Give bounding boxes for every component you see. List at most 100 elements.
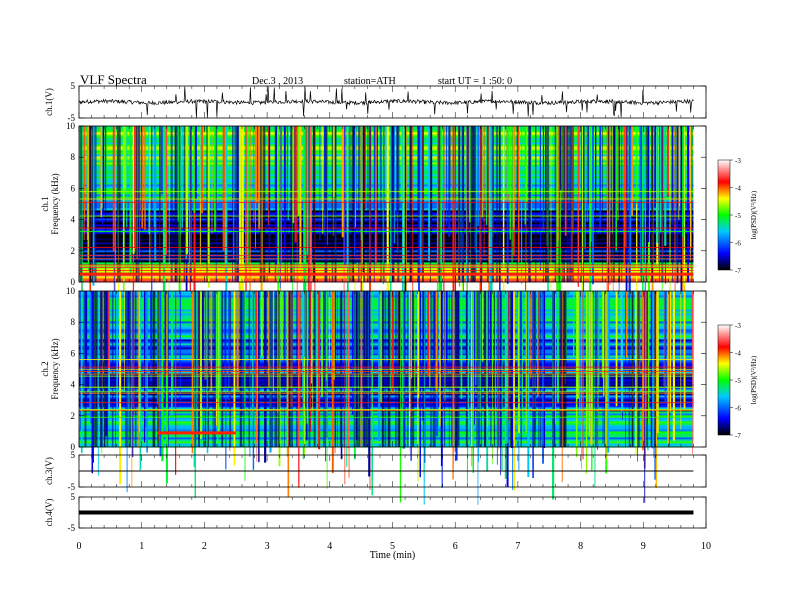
sferic-burst (91, 291, 94, 474)
sferic-burst (214, 126, 217, 232)
x-tick-label: 2 (202, 541, 207, 552)
sferic-burst (530, 291, 532, 379)
sferic-burst (472, 291, 474, 473)
sferic-burst (527, 291, 530, 477)
sferic-burst (101, 126, 103, 209)
sferic-burst (292, 126, 293, 311)
sferic-burst (280, 126, 282, 264)
sferic-burst (643, 291, 645, 361)
sferic-burst (580, 291, 582, 418)
sferic-burst (680, 291, 682, 430)
sferic-burst (454, 126, 457, 312)
spectrogram-2 (79, 291, 694, 505)
sferic-burst (193, 126, 196, 321)
sferic-burst (287, 126, 289, 220)
freq-band (79, 270, 694, 273)
freq-band (79, 208, 694, 211)
freq-band (79, 222, 694, 225)
sferic-burst (107, 291, 110, 368)
sferic-burst (193, 126, 195, 214)
colorbar-tick-label: -7 (735, 267, 741, 275)
y-axis-label: ch.1 (40, 196, 50, 211)
sferic-burst (299, 291, 301, 409)
freq-band (79, 196, 694, 199)
sferic-burst (452, 291, 454, 480)
sferic-burst (417, 291, 419, 482)
sferic-burst (390, 126, 393, 264)
sferic-burst (674, 126, 676, 300)
tone-line (79, 366, 694, 368)
sferic-burst (126, 126, 128, 228)
y-tick-label: 5 (71, 450, 76, 460)
y-tick-label: -5 (68, 523, 76, 533)
freq-band (79, 256, 694, 259)
freq-band (79, 278, 694, 281)
y-tick-label: 4 (71, 380, 76, 390)
sferic-burst (351, 291, 354, 415)
sferic-burst (439, 126, 443, 256)
sferic-burst (165, 126, 168, 255)
sferic-burst (490, 126, 493, 301)
sferic-burst (177, 126, 179, 222)
sferic-burst (326, 291, 328, 489)
sferic-burst (144, 291, 147, 427)
sferic-burst (134, 126, 135, 248)
sferic-burst (692, 291, 693, 454)
sferic-burst (122, 126, 125, 294)
dark-column (274, 126, 277, 282)
tone-line (79, 264, 694, 266)
sferic-burst (256, 291, 258, 420)
sferic-burst (418, 291, 420, 398)
colorbar-tick-label: -5 (735, 212, 741, 220)
sferic-burst (148, 126, 150, 235)
sferic-burst (458, 126, 461, 281)
sferic-burst (151, 126, 153, 300)
dark-column (602, 126, 604, 282)
sferic-burst (588, 291, 590, 436)
dark-column (352, 126, 355, 282)
sferic-burst (606, 291, 608, 410)
sferic-burst (668, 291, 672, 412)
colorbar-tick-label: -3 (735, 322, 741, 330)
dark-column (89, 126, 92, 282)
sferic-burst (693, 291, 694, 384)
sferic-burst (469, 126, 471, 223)
sferic-burst (181, 126, 183, 228)
dark-column (567, 126, 569, 282)
sferic-burst (654, 126, 657, 208)
x-tick-label: 6 (453, 541, 458, 552)
colorbar-tick-label: -4 (735, 185, 741, 193)
tone-line (79, 392, 694, 394)
sferic-burst (306, 291, 309, 424)
tone-line (79, 247, 694, 248)
dark-column (570, 126, 572, 282)
sferic-burst (481, 291, 483, 362)
sferic-burst (663, 126, 665, 198)
sferic-burst (586, 126, 589, 222)
sferic-burst (268, 291, 270, 387)
sferic-burst (166, 291, 168, 376)
sferic-burst (86, 126, 89, 240)
sferic-burst (625, 291, 628, 358)
sferic-burst (625, 126, 627, 247)
sferic-burst (299, 126, 302, 280)
sferic-burst (506, 126, 509, 284)
sferic-burst (302, 291, 304, 397)
sferic-burst (617, 126, 619, 220)
sferic-burst (526, 291, 528, 411)
freq-band (79, 248, 694, 251)
sferic-burst (583, 126, 584, 308)
freq-band (79, 204, 694, 207)
sferic-burst (92, 126, 95, 286)
sferic-burst (346, 126, 349, 231)
sferic-burst (689, 126, 692, 249)
sferic-burst (258, 291, 260, 463)
colorbar-label: log(PSD)(V²/Hz) (750, 190, 758, 239)
sferic-burst (644, 291, 646, 503)
sferic-burst (578, 126, 581, 189)
y-tick-label: 4 (71, 215, 76, 225)
sferic-burst (333, 126, 336, 197)
dark-column (262, 126, 265, 282)
sferic-burst (252, 291, 255, 470)
sferic-burst (509, 126, 511, 240)
